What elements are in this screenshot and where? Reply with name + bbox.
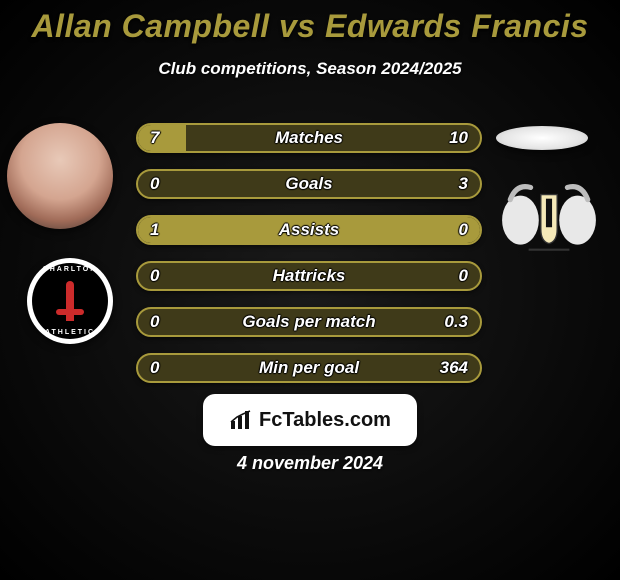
stat-value-left: 0 [150, 263, 159, 289]
stat-value-right: 0.3 [444, 309, 468, 335]
stat-value-left: 7 [150, 125, 159, 151]
stat-label: Matches [138, 125, 480, 151]
stat-label: Goals [138, 171, 480, 197]
stat-label: Hattricks [138, 263, 480, 289]
site-logo[interactable]: FcTables.com [203, 394, 417, 446]
stat-label: Min per goal [138, 355, 480, 381]
stat-row: Hattricks0 0 [136, 261, 482, 291]
player2-avatar [496, 126, 588, 150]
player1-name: Allan Campbell [31, 8, 269, 44]
stat-label: Goals per match [138, 309, 480, 335]
subtitle: Club competitions, Season 2024/2025 [0, 59, 620, 79]
stat-value-right: 0 [459, 217, 468, 243]
stat-value-right: 364 [440, 355, 468, 381]
chart-icon [229, 409, 253, 431]
stat-row: Matches7 10 [136, 123, 482, 153]
stat-label: Assists [138, 217, 480, 243]
stat-value-right: 10 [449, 125, 468, 151]
date-label: 4 november 2024 [0, 453, 620, 474]
stat-row: Goals0 3 [136, 169, 482, 199]
player2-name: Edwards Francis [325, 8, 589, 44]
site-logo-text: FcTables.com [259, 409, 391, 432]
club1-name-top: CHARLTON [32, 266, 108, 273]
stat-row: Goals per match0 0.3 [136, 307, 482, 337]
stat-value-right: 0 [459, 263, 468, 289]
stat-value-right: 3 [459, 171, 468, 197]
stat-value-left: 0 [150, 309, 159, 335]
vs-label: vs [279, 8, 316, 44]
stat-row: Assists1 0 [136, 215, 482, 245]
player2-club-badge [498, 162, 600, 268]
page-title: Allan Campbell vs Edwards Francis [0, 0, 620, 45]
stat-row: Min per goal0 364 [136, 353, 482, 383]
stat-value-left: 0 [150, 355, 159, 381]
club1-name-bottom: ATHLETIC [32, 329, 108, 336]
player1-club-badge: CHARLTON ATHLETIC [27, 258, 113, 344]
stat-value-left: 1 [150, 217, 159, 243]
sword-icon [66, 281, 74, 321]
stats-bars: Matches710Goals03Assists10Hattricks00Goa… [136, 123, 482, 399]
player1-avatar [7, 123, 113, 229]
stat-value-left: 0 [150, 171, 159, 197]
